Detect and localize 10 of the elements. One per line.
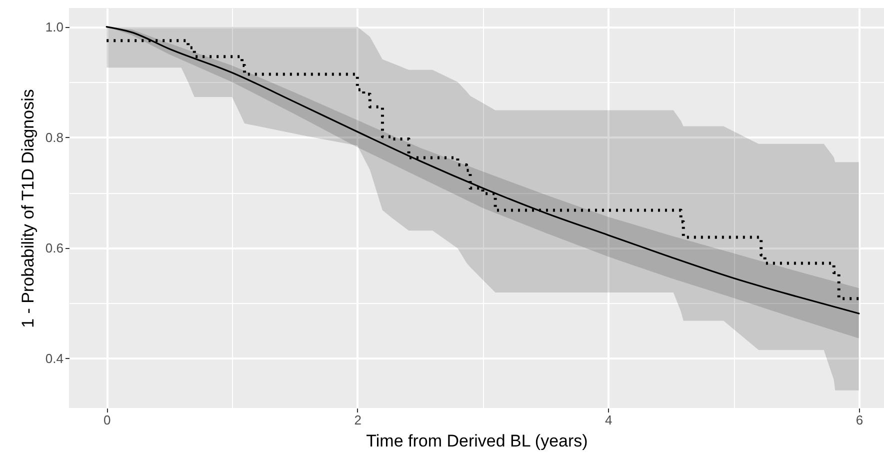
y-tick-label: 0.4 bbox=[45, 350, 64, 366]
x-tick-label: 0 bbox=[104, 412, 111, 428]
x-tick-label: 4 bbox=[605, 412, 612, 428]
y-tick-label: 1.0 bbox=[45, 19, 64, 34]
y-axis-title: 1 - Probability of T1D Diagnosis bbox=[18, 89, 38, 328]
x-tick-label: 6 bbox=[856, 412, 864, 428]
x-axis-title: Time from Derived BL (years) bbox=[366, 432, 588, 450]
y-tick-label: 0.8 bbox=[45, 130, 64, 145]
x-tick-label: 2 bbox=[354, 412, 362, 428]
y-tick-label: 0.6 bbox=[45, 240, 64, 256]
